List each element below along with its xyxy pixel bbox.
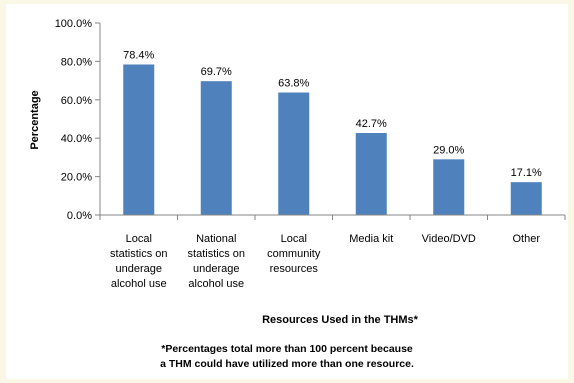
data-label: 63.8% xyxy=(278,78,309,90)
x-tick-label-line: underage xyxy=(193,263,240,275)
y-tick-label: 80.0% xyxy=(61,56,92,68)
y-axis-title: Percentage xyxy=(29,90,41,149)
x-tick-label-line: alcohol use xyxy=(188,278,244,290)
footnote-line-2: a THM could have utilized more than one … xyxy=(160,358,414,370)
x-axis-tick-labels: Local statistics on underage alcohol useNat… xyxy=(110,233,540,290)
y-tick-label: 60.0% xyxy=(61,95,92,107)
y-axis-ticks: 0.0% 20.0% 40.0% 60.0% 80.0% 100.0% xyxy=(55,18,100,222)
bar xyxy=(200,81,232,216)
y-tick-label: 0.0% xyxy=(67,210,92,222)
x-tick-label-line: resources xyxy=(270,263,319,275)
x-tick-label-line: alcohol use xyxy=(111,278,167,290)
x-tick-label-line: Media kit xyxy=(349,233,393,245)
x-tick-label: Other xyxy=(512,233,540,245)
x-tick-label-line: underage xyxy=(116,263,163,275)
data-label: 17.1% xyxy=(511,167,542,179)
bar xyxy=(355,133,387,215)
y-tick-label: 100.0% xyxy=(55,18,93,30)
footnote: *Percentages total more than 100 percent… xyxy=(0,342,574,372)
data-label: 78.4% xyxy=(123,49,154,61)
x-tick-label: Local statistics on underage alcohol use xyxy=(110,233,167,290)
y-tick-label: 20.0% xyxy=(61,172,92,184)
x-tick-label-line: Video/DVD xyxy=(422,233,476,245)
bar-chart: 0.0% 20.0% 40.0% 60.0% 80.0% 100.0% 78.4% 69.7… xyxy=(29,18,566,326)
x-tick-label: Media kit xyxy=(349,233,393,245)
data-label: 29.0% xyxy=(433,144,464,156)
x-tick-label-line: statistics on xyxy=(110,248,167,260)
x-axis-title: Resources Used in the THMs* xyxy=(262,314,419,326)
x-tick-label-line: community xyxy=(267,248,321,260)
x-tick-label-line: statistics on xyxy=(188,248,245,260)
bar xyxy=(510,182,542,215)
bar xyxy=(278,92,310,215)
y-tick-label: 40.0% xyxy=(61,133,92,145)
x-tick-label: Local community resources xyxy=(267,233,321,275)
x-tick-label-line: National xyxy=(196,233,236,245)
x-tick-label-line: Other xyxy=(512,233,540,245)
x-tick-label-line: Local xyxy=(281,233,307,245)
x-tick-label-line: Local xyxy=(126,233,152,245)
bar xyxy=(123,64,155,215)
bar xyxy=(433,159,465,215)
x-tick-label: National statistics on underage alcohol use xyxy=(188,233,245,290)
data-label: 69.7% xyxy=(201,66,232,78)
bars: 78.4% 69.7% 63.8% 42.7% 29.0% 17.1% xyxy=(123,49,542,216)
data-label: 42.7% xyxy=(356,118,387,130)
footnote-line-1: *Percentages total more than 100 percent… xyxy=(161,343,413,355)
x-tick-label: Video/DVD xyxy=(422,233,476,245)
